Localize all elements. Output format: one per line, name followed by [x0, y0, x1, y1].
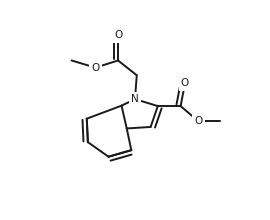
Text: N: N — [131, 94, 139, 104]
Text: O: O — [114, 31, 122, 40]
Text: O: O — [91, 63, 100, 73]
Text: O: O — [181, 79, 189, 88]
Text: O: O — [194, 116, 202, 126]
